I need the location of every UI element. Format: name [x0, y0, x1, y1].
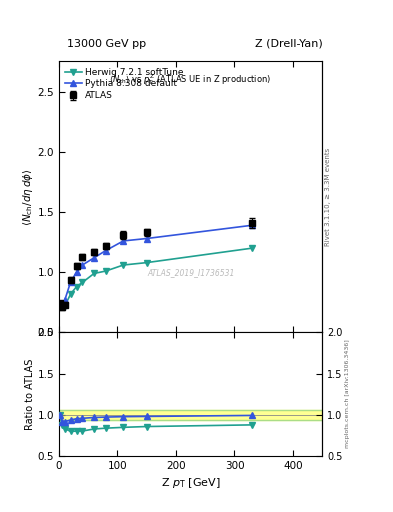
- Y-axis label: Ratio to ATLAS: Ratio to ATLAS: [25, 358, 35, 430]
- Text: 13000 GeV pp: 13000 GeV pp: [67, 38, 146, 49]
- Pythia 8.308 default: [92, 255, 96, 261]
- Pythia 8.308 default: [103, 247, 108, 253]
- Herwig 7.2.1 softTune: [121, 262, 126, 268]
- Pythia 8.308 default: [144, 236, 149, 242]
- Herwig 7.2.1 softTune: [80, 280, 85, 286]
- Line: Herwig 7.2.1 softTune: Herwig 7.2.1 softTune: [58, 245, 255, 310]
- Herwig 7.2.1 softTune: [250, 245, 254, 251]
- Pythia 8.308 default: [62, 297, 67, 303]
- Pythia 8.308 default: [250, 222, 254, 228]
- Herwig 7.2.1 softTune: [92, 270, 96, 276]
- Pythia 8.308 default: [68, 279, 73, 285]
- Herwig 7.2.1 softTune: [59, 304, 64, 310]
- Herwig 7.2.1 softTune: [74, 284, 79, 290]
- Text: Z (Drell-Yan): Z (Drell-Yan): [255, 38, 322, 49]
- Pythia 8.308 default: [59, 302, 64, 308]
- Pythia 8.308 default: [58, 300, 63, 306]
- Herwig 7.2.1 softTune: [103, 268, 108, 274]
- Herwig 7.2.1 softTune: [62, 303, 67, 309]
- Pythia 8.308 default: [80, 262, 85, 268]
- Y-axis label: $\langle N_{\rm ch}/d\eta\, d\phi\rangle$: $\langle N_{\rm ch}/d\eta\, d\phi\rangle…: [21, 168, 35, 226]
- Legend: Herwig 7.2.1 softTune, Pythia 8.308 default, ATLAS: Herwig 7.2.1 softTune, Pythia 8.308 defa…: [63, 66, 185, 102]
- Herwig 7.2.1 softTune: [144, 260, 149, 266]
- Y-axis label: Rivet 3.1.10, ≥ 3.3M events: Rivet 3.1.10, ≥ 3.3M events: [325, 148, 331, 246]
- Line: Pythia 8.308 default: Pythia 8.308 default: [58, 223, 255, 308]
- Pythia 8.308 default: [74, 269, 79, 275]
- Herwig 7.2.1 softTune: [58, 301, 63, 307]
- Herwig 7.2.1 softTune: [68, 291, 73, 297]
- Y-axis label: mcplots.cern.ch [arXiv:1306.3436]: mcplots.cern.ch [arXiv:1306.3436]: [345, 339, 350, 449]
- Text: $\langle N_{\rm ch}\rangle$ vs $p_{\rm T}^{\rm Z}$ (ATLAS UE in Z production): $\langle N_{\rm ch}\rangle$ vs $p_{\rm T…: [110, 72, 272, 87]
- Pythia 8.308 default: [121, 238, 126, 244]
- X-axis label: Z $p_{\rm T}$ [GeV]: Z $p_{\rm T}$ [GeV]: [161, 476, 220, 490]
- Text: ATLAS_2019_I1736531: ATLAS_2019_I1736531: [147, 268, 234, 278]
